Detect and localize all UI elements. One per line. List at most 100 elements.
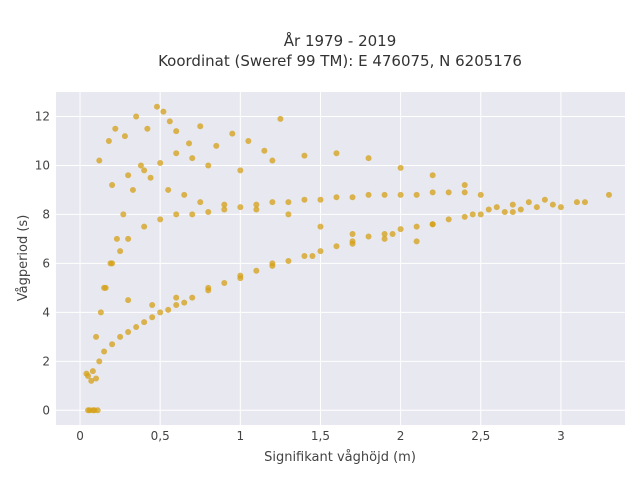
data-point <box>237 167 244 174</box>
data-point <box>117 248 124 255</box>
data-point <box>389 231 396 238</box>
data-point <box>397 226 404 233</box>
data-point <box>109 182 116 189</box>
data-point <box>365 191 372 198</box>
data-point <box>160 108 167 115</box>
data-point <box>93 333 100 340</box>
data-point <box>101 348 108 355</box>
data-point <box>413 238 420 245</box>
data-point <box>157 216 164 223</box>
data-point <box>129 186 136 193</box>
data-point <box>221 201 228 208</box>
data-point <box>147 174 154 181</box>
x-tick-label: 0,5 <box>151 429 170 443</box>
data-point <box>365 233 372 240</box>
data-point <box>469 211 476 218</box>
x-tick-label: 2,5 <box>471 429 490 443</box>
data-point <box>549 201 556 208</box>
data-point <box>189 155 196 162</box>
data-point <box>96 358 103 365</box>
data-point <box>213 142 220 149</box>
data-points <box>83 103 612 414</box>
data-point <box>333 194 340 201</box>
data-point <box>485 206 492 213</box>
data-point <box>277 115 284 122</box>
data-point <box>429 172 436 179</box>
data-point <box>125 235 132 242</box>
data-point <box>181 299 188 306</box>
data-point <box>333 150 340 157</box>
y-tick-label: 10 <box>35 158 50 172</box>
data-point <box>85 407 92 414</box>
data-point <box>173 294 180 301</box>
data-point <box>301 152 308 159</box>
data-point <box>429 221 436 228</box>
data-point <box>573 199 580 206</box>
data-point <box>94 407 101 414</box>
data-point <box>501 208 508 215</box>
data-point <box>381 235 388 242</box>
data-point <box>93 375 100 382</box>
data-point <box>157 160 164 167</box>
x-axis-title: Signifikant våghöjd (m) <box>264 450 416 465</box>
x-tick-label: 2 <box>397 429 405 443</box>
data-point <box>285 211 292 218</box>
data-point <box>397 164 404 171</box>
x-axis-ticks: 0 0,5 1 1,5 2 2,5 3 <box>76 429 564 443</box>
data-point <box>112 125 119 132</box>
data-point <box>133 324 140 331</box>
data-point <box>117 333 124 340</box>
data-point <box>509 201 516 208</box>
y-tick-label: 8 <box>42 207 50 221</box>
data-point <box>109 341 116 348</box>
data-point <box>189 294 196 301</box>
data-point <box>365 155 372 162</box>
data-point <box>461 213 468 220</box>
data-point <box>301 196 308 203</box>
data-point <box>186 140 193 147</box>
data-point <box>141 223 148 230</box>
x-tick-label: 1 <box>237 429 245 443</box>
data-point <box>237 204 244 211</box>
data-point <box>333 243 340 250</box>
data-point <box>269 157 276 164</box>
data-point <box>165 186 172 193</box>
data-point <box>144 125 151 132</box>
data-point <box>413 191 420 198</box>
data-point <box>285 199 292 206</box>
data-point <box>253 267 260 274</box>
data-point <box>197 123 204 130</box>
data-point <box>125 297 132 304</box>
data-point <box>89 368 96 375</box>
data-point <box>137 162 144 169</box>
data-point <box>83 370 90 377</box>
data-point <box>493 204 500 211</box>
data-point <box>166 118 173 125</box>
data-point <box>349 231 356 238</box>
data-point <box>173 128 180 135</box>
y-axis-title: Vågperiod (s) <box>16 215 31 302</box>
data-point <box>413 223 420 230</box>
data-point <box>349 194 356 201</box>
data-point <box>96 157 103 164</box>
y-tick-label: 6 <box>42 256 50 270</box>
data-point <box>205 162 212 169</box>
data-point <box>557 204 564 211</box>
data-point <box>102 284 109 291</box>
data-point <box>381 191 388 198</box>
data-point <box>105 137 112 144</box>
data-point <box>269 260 276 267</box>
data-point <box>97 309 104 316</box>
x-tick-label: 1,5 <box>311 429 330 443</box>
data-point <box>477 191 484 198</box>
data-point <box>429 189 436 196</box>
data-point <box>181 191 188 198</box>
plot-area <box>56 92 625 425</box>
data-point <box>229 130 236 137</box>
data-point <box>253 201 260 208</box>
data-point <box>113 235 120 242</box>
data-point <box>517 206 524 213</box>
data-point <box>173 211 180 218</box>
grid-lines <box>56 92 625 425</box>
data-point <box>509 208 516 215</box>
